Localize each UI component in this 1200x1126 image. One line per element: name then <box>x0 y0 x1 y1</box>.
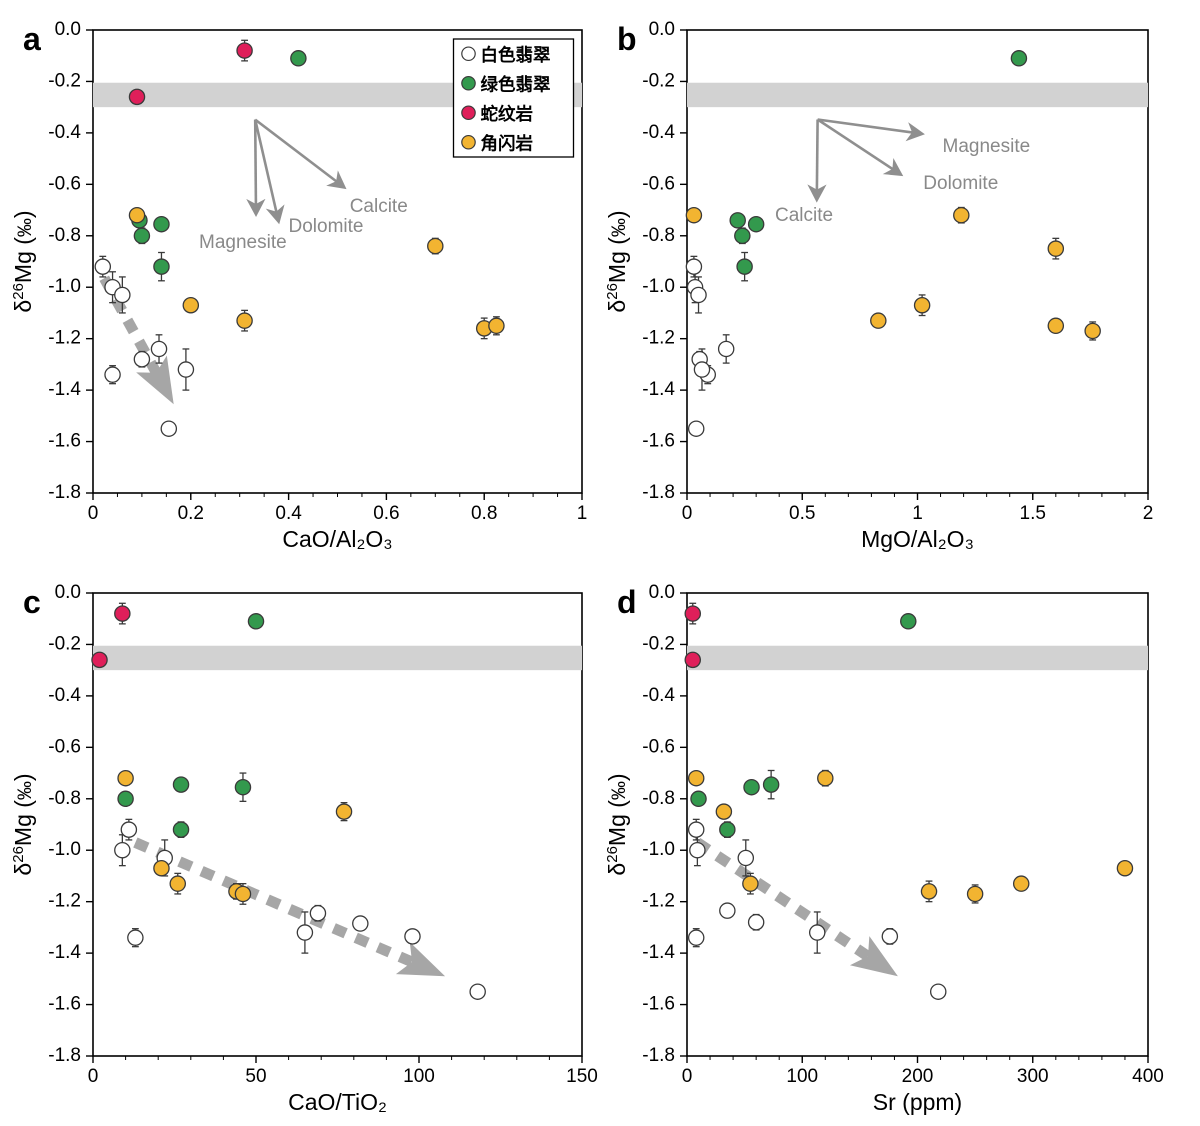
svg-text:-0.8: -0.8 <box>48 225 81 246</box>
svg-text:0.6: 0.6 <box>373 503 399 524</box>
svg-text:-0.6: -0.6 <box>642 173 675 194</box>
svg-text:-1.8: -1.8 <box>642 1045 675 1066</box>
svg-text:-0.2: -0.2 <box>48 633 81 654</box>
svg-text:Dolomite: Dolomite <box>923 173 998 194</box>
svg-text:-1.4: -1.4 <box>48 379 81 400</box>
svg-text:400: 400 <box>1132 1066 1164 1087</box>
svg-text:-0.2: -0.2 <box>642 633 675 654</box>
svg-text:-0.8: -0.8 <box>48 788 81 809</box>
svg-text:0.0: 0.0 <box>55 582 81 603</box>
svg-text:100: 100 <box>403 1066 435 1087</box>
svg-text:CaO/TiO₂: CaO/TiO₂ <box>288 1089 387 1115</box>
svg-text:-0.2: -0.2 <box>48 70 81 91</box>
svg-text:-0.4: -0.4 <box>642 122 675 143</box>
svg-text:-1.2: -1.2 <box>642 328 675 349</box>
svg-text:-1.6: -1.6 <box>48 994 81 1015</box>
svg-text:-0.6: -0.6 <box>48 173 81 194</box>
svg-text:0.2: 0.2 <box>178 503 204 524</box>
svg-text:绿色翡翠: 绿色翡翠 <box>481 74 551 94</box>
svg-text:150: 150 <box>566 1066 598 1087</box>
svg-text:-0.4: -0.4 <box>642 685 675 706</box>
svg-text:c: c <box>23 584 41 620</box>
svg-text:Sr (ppm): Sr (ppm) <box>873 1089 962 1115</box>
svg-text:100: 100 <box>786 1066 818 1087</box>
svg-text:蛇纹岩: 蛇纹岩 <box>481 104 534 124</box>
svg-text:0.0: 0.0 <box>649 19 675 40</box>
svg-text:Calcite: Calcite <box>350 196 408 217</box>
svg-text:0: 0 <box>682 503 693 524</box>
svg-text:50: 50 <box>245 1066 266 1087</box>
svg-text:1: 1 <box>912 503 923 524</box>
svg-text:-0.2: -0.2 <box>642 70 675 91</box>
svg-text:-1.2: -1.2 <box>48 328 81 349</box>
svg-text:0.0: 0.0 <box>55 19 81 40</box>
svg-text:d: d <box>617 584 637 620</box>
svg-text:0.5: 0.5 <box>789 503 815 524</box>
svg-text:CaO/Al₂O₃: CaO/Al₂O₃ <box>282 526 392 552</box>
svg-text:1.5: 1.5 <box>1020 503 1046 524</box>
svg-text:2: 2 <box>1143 503 1154 524</box>
svg-text:-0.8: -0.8 <box>642 225 675 246</box>
svg-text:-1.4: -1.4 <box>642 942 675 963</box>
svg-text:-1.0: -1.0 <box>642 839 675 860</box>
svg-text:-1.2: -1.2 <box>48 891 81 912</box>
svg-text:Dolomite: Dolomite <box>289 216 364 237</box>
svg-text:-1.0: -1.0 <box>48 839 81 860</box>
svg-text:-1.8: -1.8 <box>642 482 675 503</box>
svg-text:-1.6: -1.6 <box>642 994 675 1015</box>
svg-text:Magnesite: Magnesite <box>943 136 1031 157</box>
svg-text:角闪岩: 角闪岩 <box>481 133 534 153</box>
svg-text:0: 0 <box>88 1066 99 1087</box>
svg-text:200: 200 <box>902 1066 934 1087</box>
svg-text:-1.6: -1.6 <box>48 431 81 452</box>
svg-text:-0.4: -0.4 <box>48 122 81 143</box>
svg-text:-1.0: -1.0 <box>48 276 81 297</box>
svg-text:Magnesite: Magnesite <box>199 232 287 253</box>
svg-text:-0.6: -0.6 <box>642 736 675 757</box>
svg-text:MgO/Al₂O₃: MgO/Al₂O₃ <box>861 526 974 552</box>
svg-text:-1.2: -1.2 <box>642 891 675 912</box>
svg-text:-1.4: -1.4 <box>48 942 81 963</box>
svg-text:a: a <box>23 21 41 57</box>
svg-text:-1.0: -1.0 <box>642 276 675 297</box>
svg-text:1: 1 <box>577 503 588 524</box>
svg-text:-1.6: -1.6 <box>642 431 675 452</box>
svg-text:-1.8: -1.8 <box>48 482 81 503</box>
svg-text:b: b <box>617 21 637 57</box>
svg-text:300: 300 <box>1017 1066 1049 1087</box>
svg-text:0: 0 <box>682 1066 693 1087</box>
svg-text:白色翡翠: 白色翡翠 <box>481 45 551 65</box>
svg-text:0: 0 <box>88 503 99 524</box>
svg-text:-0.8: -0.8 <box>642 788 675 809</box>
svg-text:0.8: 0.8 <box>471 503 497 524</box>
svg-text:Calcite: Calcite <box>775 205 833 226</box>
svg-text:-1.4: -1.4 <box>642 379 675 400</box>
svg-text:-0.6: -0.6 <box>48 736 81 757</box>
svg-text:-0.4: -0.4 <box>48 685 81 706</box>
svg-text:-1.8: -1.8 <box>48 1045 81 1066</box>
svg-text:0.4: 0.4 <box>275 503 302 524</box>
svg-text:0.0: 0.0 <box>649 582 675 603</box>
